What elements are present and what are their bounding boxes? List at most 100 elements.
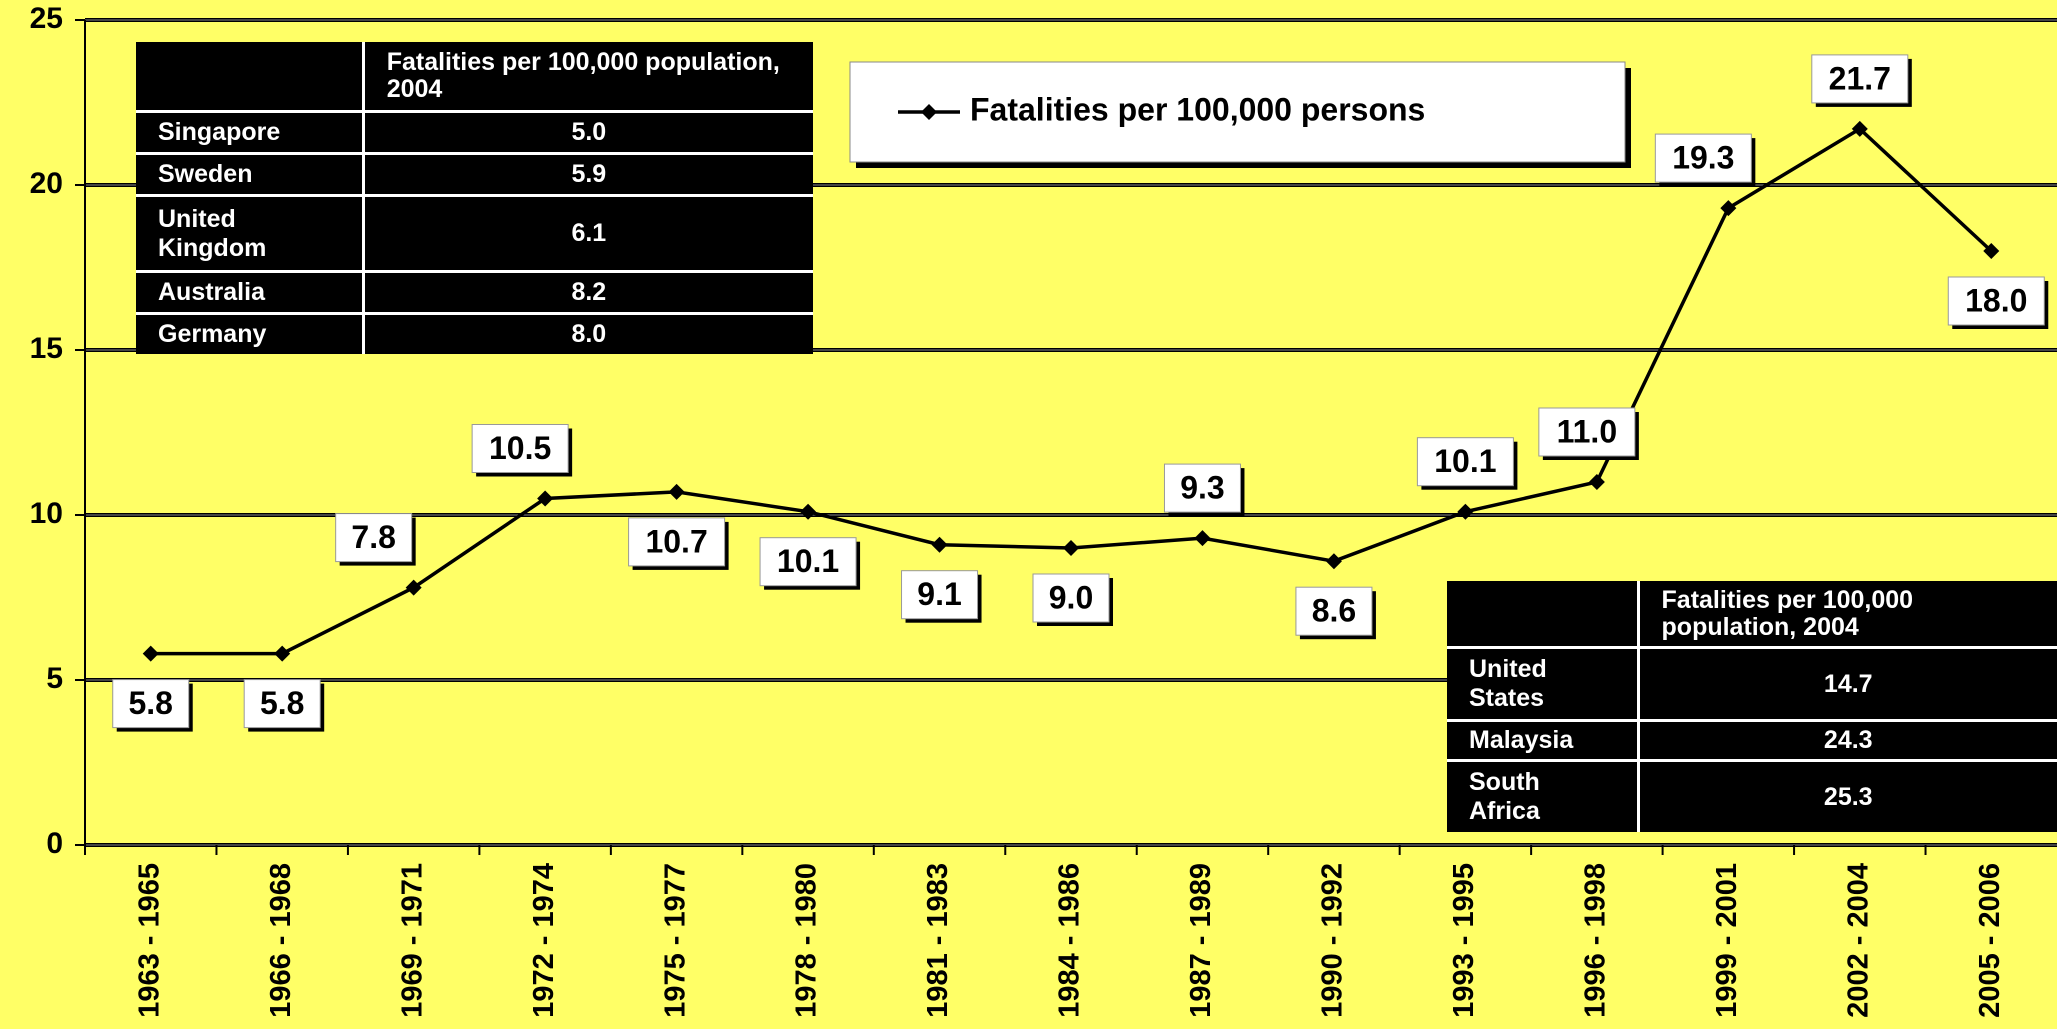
table-row: Sweden 5.9 — [136, 153, 813, 198]
x-tick-label: 2005 - 2006 — [1974, 863, 2006, 1018]
data-point — [1720, 200, 1737, 217]
value-label-box — [1032, 573, 1110, 623]
country-cell: Sweden — [136, 153, 364, 198]
value-label: 18.0 — [1965, 282, 2027, 318]
value-label-box — [1947, 276, 2045, 326]
value-cell: 8.2 — [361, 271, 813, 316]
value-label: 10.1 — [777, 543, 839, 579]
value-cell: 6.1 — [361, 195, 813, 274]
data-point — [274, 645, 291, 662]
value-label: 11.0 — [1557, 413, 1618, 449]
x-tick-label: 1972 - 1974 — [528, 863, 560, 1018]
table-row: United Kingdom 6.1 — [136, 195, 813, 274]
data-point — [931, 536, 948, 553]
x-tick-label: 1981 - 1983 — [922, 863, 954, 1018]
data-point — [1194, 530, 1211, 547]
y-tick-label: 20 — [30, 167, 63, 200]
x-tick-label: 1969 - 1971 — [396, 863, 428, 1018]
data-point — [1325, 553, 1342, 570]
data-table: Fatalities per 100,000 population, 2004 S… — [136, 42, 813, 354]
table-header-row: Fatalities per 100,000 population, 2004 — [1447, 581, 2057, 650]
value-label-box — [1416, 437, 1514, 487]
value-label-box — [1654, 133, 1752, 183]
value-label: 10.1 — [1434, 443, 1496, 479]
x-tick-label: 1999 - 2001 — [1711, 863, 1743, 1018]
value-label: 7.8 — [351, 519, 395, 555]
value-label: 8.6 — [1312, 593, 1356, 629]
value-label: 9.1 — [917, 576, 961, 612]
country-cell: Germany — [158, 320, 267, 349]
value-label-box — [1163, 463, 1241, 513]
value-label-box — [901, 570, 979, 620]
value-label-box — [759, 537, 857, 587]
value-label-box — [112, 679, 190, 729]
header-cell — [136, 42, 364, 114]
table-row: Australia 8.2 — [136, 271, 813, 316]
y-tick-label: 5 — [46, 662, 63, 695]
value-label-box — [1295, 586, 1373, 636]
table-row: United States 14.7 — [1447, 647, 2057, 722]
value-label-box — [628, 517, 726, 567]
x-tick-label: 1975 - 1977 — [659, 863, 691, 1018]
x-tick-label: 1996 - 1998 — [1580, 863, 1612, 1018]
x-tick-label: 1984 - 1986 — [1054, 863, 1086, 1018]
value-label: 10.5 — [489, 430, 551, 466]
data-point — [1851, 120, 1868, 137]
data-point — [1588, 474, 1605, 490]
value-label: 19.3 — [1672, 140, 1734, 176]
header-cell — [1447, 581, 1639, 650]
value-cell: 5.9 — [361, 153, 813, 198]
value-label: 9.0 — [1049, 579, 1093, 615]
x-tick-label: 1993 - 1995 — [1448, 863, 1480, 1018]
y-tick-label: 10 — [30, 497, 63, 530]
table-row: Singapore 5.0 — [136, 111, 813, 156]
value-cell: 25.3 — [1636, 760, 2057, 832]
value-cell: 24.3 — [1636, 720, 2057, 763]
x-tick-label: 1963 - 1965 — [133, 863, 165, 1018]
value-label: 5.8 — [260, 685, 304, 721]
value-cell: 8.0 — [361, 313, 813, 354]
data-point — [1063, 540, 1079, 556]
data-point — [800, 503, 817, 520]
value-cell: 14.7 — [1636, 647, 2057, 722]
table-row: South Africa 25.3 — [1447, 760, 2057, 832]
value-label-box — [243, 679, 321, 729]
value-label-box — [1538, 407, 1636, 457]
data-point — [1457, 503, 1474, 520]
header-cell: Fatalities per 100,000 population, 2004 — [361, 42, 813, 114]
country-cell: Australia — [136, 271, 364, 316]
legend-marker — [921, 104, 937, 120]
value-label-box — [1811, 54, 1909, 104]
country-cell: United States — [1447, 647, 1639, 722]
country-cell: Singapore — [136, 111, 364, 156]
value-cell: 5.0 — [361, 111, 813, 156]
table-row: Germany 8.0 — [136, 313, 813, 354]
country-cell: United Kingdom — [136, 195, 364, 274]
value-label-box — [471, 424, 569, 473]
country-cell: Malaysia — [1447, 720, 1639, 763]
x-tick-label: 2002 - 2004 — [1842, 863, 1874, 1018]
value-label: 10.7 — [645, 523, 707, 559]
value-label: 21.7 — [1829, 60, 1891, 96]
data-point — [668, 483, 685, 500]
table-header-row: Fatalities per 100,000 population, 2004 — [136, 42, 813, 114]
legend-box — [849, 61, 1626, 163]
country-cell: South Africa — [1469, 768, 1540, 826]
y-tick-label: 25 — [30, 2, 63, 35]
x-tick-label: 1987 - 1989 — [1185, 863, 1217, 1018]
table-row: Malaysia 24.3 — [1447, 720, 2057, 763]
x-tick-label: 1978 - 1980 — [791, 863, 823, 1018]
data-point — [537, 490, 554, 507]
data-point — [1983, 243, 2000, 259]
value-label: 5.8 — [128, 685, 172, 721]
legend-label: Fatalities per 100,000 persons — [970, 91, 1425, 127]
value-label-box — [335, 513, 413, 563]
x-tick-label: 1990 - 1992 — [1317, 863, 1349, 1018]
data-table: Fatalities per 100,000 population, 2004 U… — [1447, 581, 2057, 832]
data-point — [142, 645, 159, 662]
value-label: 9.3 — [1180, 470, 1224, 506]
data-point — [405, 579, 422, 596]
header-cell: Fatalities per 100,000 population, 2004 — [1636, 581, 2057, 650]
